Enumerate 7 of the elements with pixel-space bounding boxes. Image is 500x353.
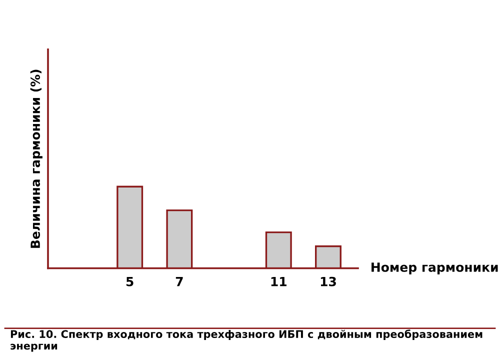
x-tick-label: 5 (126, 277, 134, 286)
y-axis-title: Величина гармоники (%) (30, 70, 42, 248)
text: Рис. 10. Спектр входного тока трехфазного ИБП с двойным преобразованием энергии (10, 330, 482, 352)
x-tick-label: 13 (320, 276, 336, 286)
x-tick-label: 11 (271, 277, 286, 286)
x-axis-title: Номер гармоники (372, 262, 498, 274)
x-tick-label: 7 (176, 277, 183, 286)
